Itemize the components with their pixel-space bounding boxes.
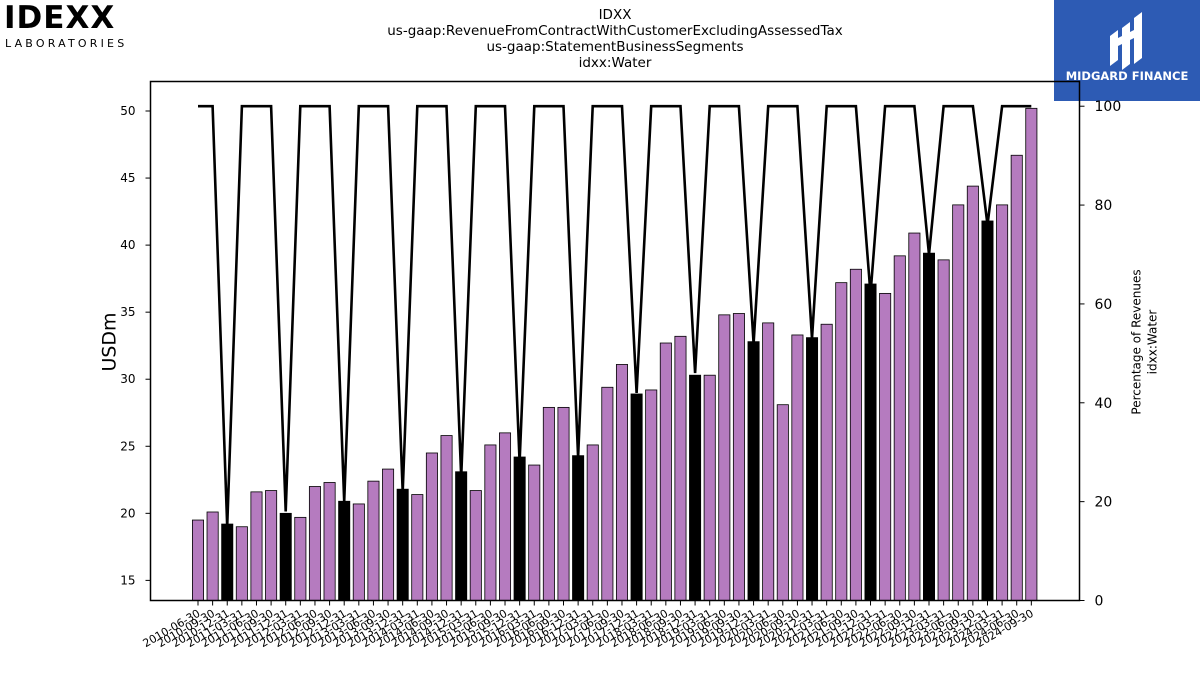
y-tick-label: 45 [120,171,135,185]
bar-quarterly [762,322,775,601]
bar-quarterly [908,232,921,601]
bar-quarterly [776,404,789,601]
bar-quarterly [732,313,745,601]
bar-quarterly [528,464,541,601]
bar-quarterly [791,334,804,601]
bar-quarterly [645,389,658,601]
chart-title-axis: us-gaap:StatementBusinessSegments [486,39,744,55]
percent-line-group [198,104,1032,527]
y-tick-label: 30 [120,372,135,386]
bar-quarterly [615,364,628,601]
bar-quarterly [820,323,833,601]
bar-quarterly [382,468,395,601]
bar-quarterly [703,374,716,601]
y-tick-label: 50 [120,104,135,118]
y2-axis-label-line2: idxx:Water [1146,310,1160,375]
bar-quarterly [937,259,950,601]
bar-quarterly [659,342,672,601]
bar-quarterly [294,516,307,601]
y2-tick-label: 100 [1095,99,1122,115]
bar-annual [572,455,585,601]
bar-quarterly [542,406,555,601]
midgard-finance-logo: MIDGARD FINANCE [1054,0,1200,101]
idexx-logo: IDEXX LABORATORIES [4,0,152,50]
bar-annual [747,341,760,601]
bar-quarterly [235,526,248,601]
bar-quarterly [835,282,848,601]
y2-tick-label: 80 [1095,198,1113,214]
bar-quarterly [352,503,365,601]
midgard-m-icon [1110,12,1142,70]
y-tick-label: 35 [120,305,135,319]
chart-title-ticker: IDXX [598,7,632,23]
bar-quarterly [191,519,204,601]
idexx-logo-subtitle: LABORATORIES [5,37,128,50]
y2-tick-label: 60 [1095,297,1113,313]
bar-quarterly [499,432,512,601]
bar-annual [221,523,234,601]
y-tick-label: 20 [120,506,135,520]
y2-tick-label: 0 [1095,594,1104,610]
percent-of-revenue-line [198,104,1032,527]
bar-quarterly [1010,154,1023,601]
bar-quarterly [718,314,731,601]
bar-quarterly [425,452,438,601]
x-axis-ticks: 2010-06-302010-09-302010-12-312011-03-31… [141,600,1036,650]
bar-annual [864,283,877,601]
bar-quarterly [849,268,862,601]
bar-quarterly [952,204,965,601]
y2-tick-label: 40 [1095,396,1113,412]
bars-group [191,107,1038,601]
chart-title-block: IDXX us-gaap:RevenueFromContractWithCust… [330,7,900,71]
bar-annual [630,393,643,601]
bar-quarterly [206,511,219,601]
bar-annual [806,337,819,601]
chart-title-concept: us-gaap:RevenueFromContractWithCustomerE… [387,23,843,39]
bar-quarterly [674,335,687,601]
bar-quarterly [966,185,979,601]
bar-annual [923,252,936,601]
bar-quarterly [484,444,497,601]
midgard-finance-name: MIDGARD FINANCE [1065,69,1189,83]
bar-quarterly [440,435,453,601]
bar-quarterly [367,480,380,601]
bar-quarterly [996,204,1009,601]
bar-annual [689,374,702,601]
bar-annual [455,471,468,601]
bar-quarterly [1025,107,1038,601]
bar-quarterly [308,486,321,601]
bar-quarterly [469,490,482,601]
right-axis-ticks: 0 20 40 60 80 100 [1079,99,1122,610]
bar-quarterly [557,406,570,601]
bar-quarterly [323,482,336,601]
bar-quarterly [601,386,614,601]
bar-quarterly [411,494,424,601]
bar-annual [981,220,994,601]
bar-quarterly [586,444,599,601]
bar-annual [396,488,409,601]
bar-quarterly [250,491,263,601]
bar-annual [513,456,526,601]
y-axis-label: USDm [99,312,121,371]
y2-tick-label: 20 [1095,495,1113,511]
left-axis-ticks: 15 20 25 30 35 40 45 50 [120,104,151,587]
y2-axis-label-line1: Percentage of Revenues [1130,269,1144,414]
y-tick-label: 15 [120,573,135,587]
y-tick-label: 25 [120,439,135,453]
y-tick-label: 40 [120,238,135,252]
chart-title-member: idxx:Water [578,55,652,71]
idexx-logo-wordmark: IDEXX [4,0,116,36]
bar-annual [338,500,351,601]
plot-frame [149,80,1081,602]
bar-annual [279,512,292,601]
bar-quarterly [893,255,906,601]
bar-quarterly [265,490,278,601]
bar-quarterly [879,292,892,601]
